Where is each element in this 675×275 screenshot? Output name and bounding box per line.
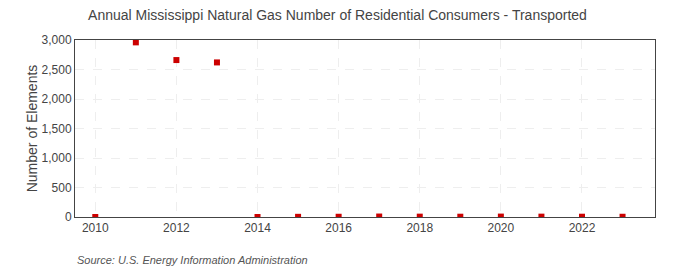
svg-text:2,000: 2,000 <box>42 92 72 106</box>
svg-text:Annual Mississippi Natural Gas: Annual Mississippi Natural Gas Number of… <box>88 7 587 23</box>
svg-text:2,500: 2,500 <box>42 63 72 77</box>
svg-text:0: 0 <box>65 210 72 224</box>
svg-text:3,000: 3,000 <box>42 33 72 47</box>
svg-text:2014: 2014 <box>244 221 271 235</box>
svg-text:Source: U.S. Energy Informatio: Source: U.S. Energy Information Administ… <box>77 254 308 266</box>
svg-text:2022: 2022 <box>569 221 596 235</box>
svg-text:Number of Elements: Number of Elements <box>24 65 40 193</box>
svg-text:500: 500 <box>52 181 72 195</box>
svg-text:2020: 2020 <box>488 221 515 235</box>
svg-text:1,000: 1,000 <box>42 151 72 165</box>
svg-text:2016: 2016 <box>325 221 352 235</box>
svg-text:2010: 2010 <box>82 221 109 235</box>
svg-text:2018: 2018 <box>406 221 433 235</box>
svg-text:2012: 2012 <box>163 221 190 235</box>
svg-text:1,500: 1,500 <box>42 122 72 136</box>
